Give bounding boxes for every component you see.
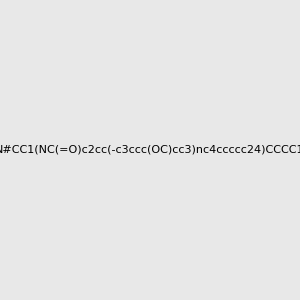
Text: N#CC1(NC(=O)c2cc(-c3ccc(OC)cc3)nc4ccccc24)CCCC1: N#CC1(NC(=O)c2cc(-c3ccc(OC)cc3)nc4ccccc2…	[0, 145, 300, 155]
